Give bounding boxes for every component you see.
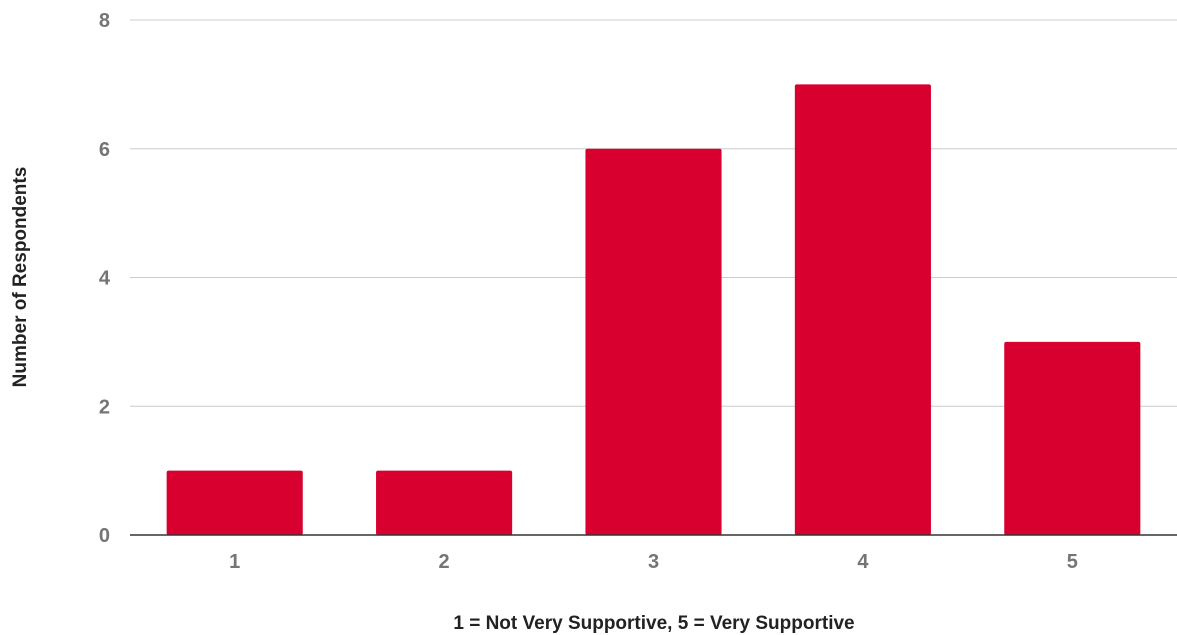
bar [794, 84, 931, 535]
x-tick-label: 5 [1067, 551, 1078, 573]
y-tick-label: 6 [99, 139, 110, 161]
y-tick-label: 8 [99, 10, 110, 32]
y-tick-label: 0 [99, 525, 110, 547]
bar [376, 470, 513, 535]
y-tick-label: 4 [99, 268, 111, 290]
x-tick-label: 1 [229, 551, 240, 573]
y-tick-label: 2 [99, 396, 110, 418]
x-tick-label: 4 [857, 551, 869, 573]
y-axis-ticks: 0 2 4 6 8 [99, 10, 111, 547]
x-axis-ticks: 1 2 3 4 5 [229, 551, 1078, 573]
x-tick-label: 3 [648, 551, 659, 573]
y-axis-title: Number of Respondents [10, 167, 31, 388]
bars [166, 84, 1141, 535]
bar [585, 148, 722, 535]
x-axis-title: 1 = Not Very Supportive, 5 = Very Suppor… [453, 613, 854, 634]
bar [166, 470, 303, 535]
bar [1004, 341, 1141, 535]
x-tick-label: 2 [439, 551, 450, 573]
